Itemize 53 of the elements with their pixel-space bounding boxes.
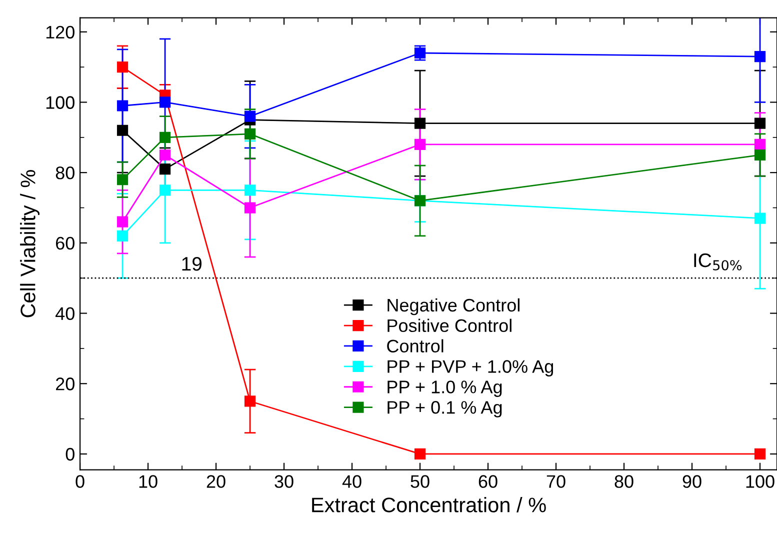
point <box>159 184 171 196</box>
x-tick-label: 10 <box>139 475 158 488</box>
legend-label: PP + 1.0 % Ag <box>388 380 502 397</box>
x-tick-label: 70 <box>546 475 566 488</box>
point <box>116 230 128 242</box>
point <box>116 174 128 186</box>
annotation: 19 <box>182 256 202 271</box>
point <box>244 128 256 140</box>
y-tick-label: 120 <box>46 26 74 39</box>
x-tick-label: 100 <box>746 475 774 488</box>
point <box>244 396 256 407</box>
point <box>754 118 766 129</box>
point <box>754 50 766 62</box>
point <box>754 149 766 161</box>
point <box>414 138 426 150</box>
legend-label: Positive Control <box>388 318 512 332</box>
point <box>116 216 128 228</box>
y-tick-label: 80 <box>56 166 74 180</box>
point <box>244 110 256 122</box>
point <box>116 100 128 112</box>
x-tick-label: 40 <box>342 475 362 488</box>
legend-label: Control <box>387 339 444 352</box>
x-tick-label: 20 <box>206 475 226 488</box>
point <box>159 149 171 161</box>
ref-line-label: IC$_{50%}$ <box>694 253 742 270</box>
legend-label: PP + PVP + 1.0% Ag <box>388 360 554 376</box>
legend-label: PP + 0.1 % Ag <box>388 401 502 418</box>
x-tick-label: 90 <box>682 475 702 488</box>
y-tick-label: 20 <box>56 378 74 390</box>
x-tick-label: 80 <box>614 475 634 488</box>
point <box>414 448 426 460</box>
point <box>116 124 128 136</box>
y-tick-label: 0 <box>66 448 74 461</box>
point <box>244 184 256 196</box>
x-axis-title: Extract Concentration / % <box>312 497 546 512</box>
x-tick-label: 30 <box>274 475 294 488</box>
point <box>754 448 766 460</box>
x-tick-label: 50 <box>410 475 430 488</box>
point <box>159 96 171 108</box>
point <box>159 132 171 143</box>
y-tick-label: 60 <box>56 236 74 250</box>
point <box>159 164 171 175</box>
point <box>414 118 426 129</box>
legend-label: Negative Control <box>388 298 520 316</box>
y-axis-title: Cell Viability / % <box>20 170 40 318</box>
point <box>754 138 766 150</box>
x-tick-label: 60 <box>478 475 498 488</box>
point <box>116 62 128 73</box>
y-tick-label: 100 <box>46 96 74 109</box>
point <box>754 212 766 224</box>
x-tick-label: 0 <box>76 475 84 488</box>
y-tick-label: 40 <box>56 307 74 320</box>
point <box>244 202 256 214</box>
